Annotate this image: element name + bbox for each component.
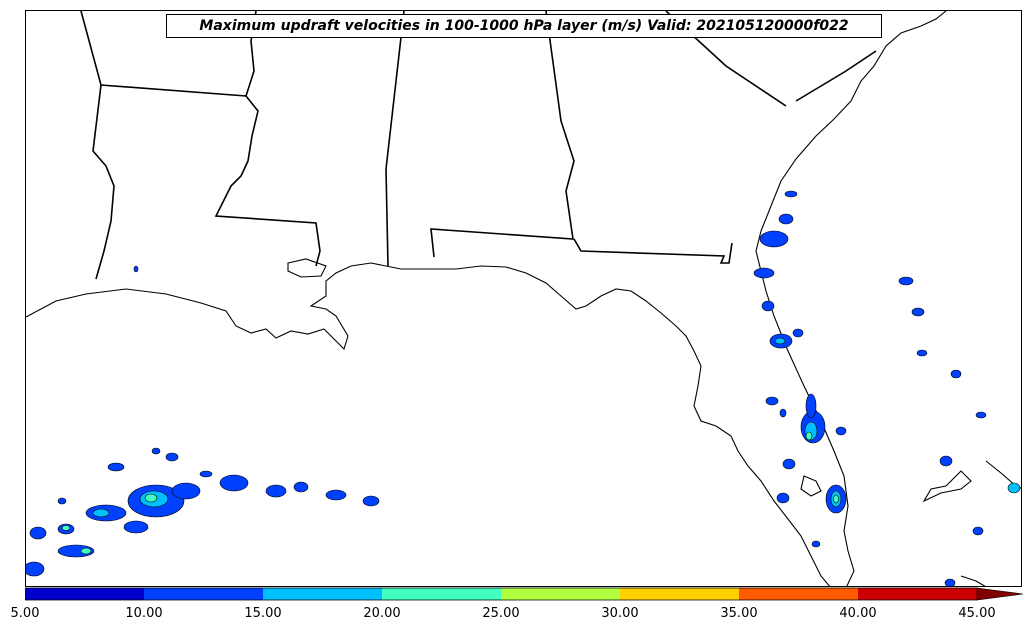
colorbar-segment (739, 588, 858, 600)
colorbar-tick-label: 10.00 (125, 606, 163, 621)
colorbar-tick-label: 45.00 (958, 606, 996, 621)
colorbar (25, 587, 1023, 601)
colorbar-extend-arrow (976, 587, 1023, 601)
map-title: Maximum updraft velocities in 100-1000 h… (166, 14, 882, 38)
colorbar-tick-label: 5.00 (10, 606, 40, 621)
colorbar-segment (263, 588, 382, 600)
map-panel (25, 10, 1022, 587)
updraft-field (26, 190, 1021, 586)
colorbar-tick-label: 25.00 (482, 606, 520, 621)
colorbar-tick-label: 40.00 (839, 606, 877, 621)
colorbar-segment (25, 588, 144, 600)
colorbar-outline (25, 587, 977, 601)
colorbar-tick-label: 20.00 (363, 606, 401, 621)
colorbar-tick-label: 15.00 (244, 606, 282, 621)
colorbar-segment (382, 588, 501, 600)
colorbar-tick-label: 30.00 (601, 606, 639, 621)
coastlines (26, 11, 1021, 586)
map-canvas (26, 11, 1021, 586)
colorbar-segment (620, 588, 739, 600)
colorbar-tick-label: 35.00 (720, 606, 758, 621)
colorbar-segment (858, 588, 977, 600)
state-borders (80, 11, 877, 280)
colorbar-segment (144, 588, 263, 600)
colorbar-segment (501, 588, 620, 600)
